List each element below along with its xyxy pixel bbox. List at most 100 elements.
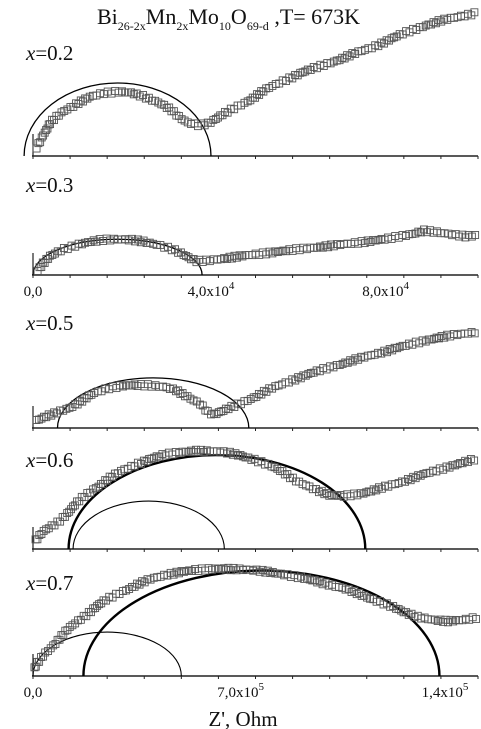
- data-point: [303, 65, 312, 74]
- data-point: [150, 453, 159, 462]
- data-point: [169, 107, 178, 116]
- data-point: [129, 90, 138, 99]
- data-point: [263, 566, 272, 575]
- data-point: [325, 491, 334, 500]
- data-point: [119, 382, 127, 391]
- data-point: [377, 349, 386, 358]
- data-point: [81, 238, 89, 247]
- fit-arc-2: [72, 500, 225, 550]
- data-point: [128, 234, 136, 243]
- data-point: [169, 570, 178, 579]
- data-point: [437, 331, 446, 340]
- data-point: [131, 237, 139, 246]
- data-point: [211, 564, 220, 573]
- data-point: [298, 68, 307, 77]
- data-point: [127, 381, 136, 390]
- data-point: [125, 585, 134, 593]
- title-part: O: [231, 4, 247, 29]
- title-subscript: 69-d: [247, 19, 269, 33]
- data-point: [402, 608, 411, 617]
- x-tick-label: 7,0x105: [217, 681, 264, 701]
- data-markers: [32, 328, 479, 424]
- data-point: [411, 474, 420, 483]
- panel-label-var: x: [25, 41, 36, 65]
- data-point: [50, 408, 59, 417]
- data-point: [220, 254, 229, 263]
- data-point: [42, 413, 51, 422]
- panel-label-value: =0.6: [35, 448, 73, 472]
- data-point: [344, 585, 353, 594]
- data-point: [84, 391, 93, 400]
- data-point: [133, 235, 142, 244]
- data-point: [209, 115, 218, 124]
- data-point: [155, 452, 164, 461]
- data-point: [439, 617, 448, 626]
- x-tick-exponent: 5: [259, 681, 265, 693]
- data-point: [266, 569, 275, 577]
- panel-label: x=0.6: [25, 448, 73, 472]
- data-point: [226, 566, 235, 575]
- data-point: [273, 248, 282, 257]
- data-point: [154, 98, 163, 107]
- data-point: [427, 20, 435, 29]
- data-point: [268, 568, 277, 576]
- data-point: [335, 56, 344, 65]
- data-point: [225, 252, 234, 261]
- data-point: [303, 574, 312, 583]
- data-point: [366, 238, 375, 246]
- data-point: [233, 253, 241, 262]
- fit-arc-1: [56, 377, 250, 429]
- data-markers: [30, 563, 480, 672]
- data-point: [184, 448, 193, 456]
- data-point: [470, 8, 479, 17]
- data-point: [80, 493, 89, 502]
- data-point: [44, 410, 53, 419]
- data-point: [235, 251, 244, 260]
- data-point: [313, 243, 322, 252]
- data-point: [471, 231, 480, 239]
- data-point: [40, 412, 48, 421]
- x-tick-exponent: 5: [463, 681, 469, 693]
- data-markers: [32, 8, 479, 153]
- data-point: [356, 489, 365, 498]
- panel-label-var: x: [25, 173, 36, 197]
- data-point: [192, 445, 200, 454]
- data-point: [310, 576, 319, 585]
- data-point: [175, 569, 183, 578]
- data-point: [436, 615, 445, 624]
- data-point: [316, 242, 324, 251]
- data-point: [347, 588, 356, 597]
- data-point: [271, 247, 280, 256]
- data-point: [255, 567, 264, 576]
- data-point: [268, 249, 277, 258]
- x-tick-label: 8,0x104: [362, 280, 409, 300]
- data-point: [73, 497, 81, 506]
- data-point: [223, 449, 231, 458]
- data-point: [46, 644, 55, 653]
- data-point: [461, 456, 470, 465]
- data-point: [327, 490, 336, 499]
- data-point: [387, 34, 396, 43]
- data-point: [346, 356, 355, 365]
- data-point: [238, 452, 247, 461]
- x-tick-label: 1,4x105: [422, 681, 469, 701]
- data-point: [142, 457, 151, 466]
- x-tick-mantissa: 8,0x10: [362, 284, 403, 300]
- data-point: [37, 414, 46, 423]
- data-point: [380, 346, 389, 355]
- data-point: [446, 615, 455, 624]
- title-subscript: 26-2x: [118, 19, 146, 33]
- data-point: [421, 21, 430, 30]
- data-point: [374, 235, 383, 244]
- data-point: [441, 615, 450, 624]
- data-point: [74, 616, 82, 625]
- data-point: [68, 621, 77, 630]
- data-point: [230, 251, 239, 260]
- panel-label-var: x: [25, 448, 36, 472]
- data-point: [35, 531, 44, 539]
- data-point: [470, 329, 479, 338]
- plot-panels: x=0.2x=0.3x=0.5x=0.6x=0.7: [23, 8, 480, 679]
- data-point: [105, 472, 114, 481]
- data-point: [41, 648, 50, 657]
- data-point: [279, 246, 288, 255]
